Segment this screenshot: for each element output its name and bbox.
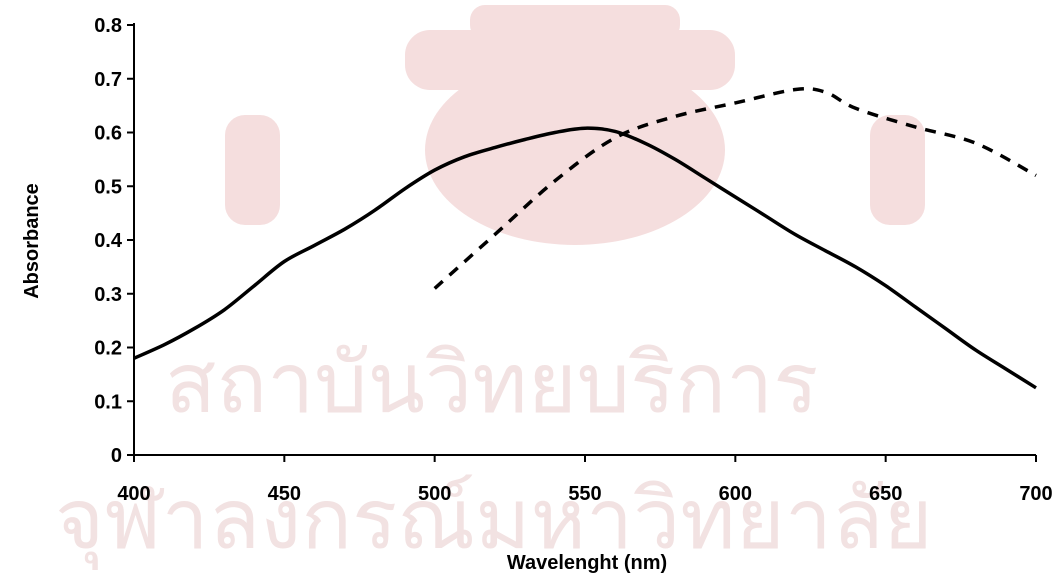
x-axis-title: Wavelenght (nm) (507, 552, 667, 574)
watermark-seal-right-wing (870, 115, 925, 225)
y-tick-label: 0.4 (94, 230, 123, 252)
x-tick-label: 700 (1019, 483, 1052, 505)
watermark: สถาบันวิทยบริการ จุฬาลงกรณ์มหาวิทยาลัย (55, 5, 933, 571)
watermark-seal-body (425, 55, 725, 245)
y-tick-label: 0.1 (94, 391, 122, 413)
y-tick-label: 0 (111, 445, 122, 467)
dashed-series-line (433, 86, 1037, 290)
y-axis-title: Absorbance (21, 183, 43, 299)
y-tick-label: 0.8 (94, 15, 122, 37)
x-tick-label: 400 (117, 483, 150, 505)
chart-series (133, 86, 1037, 390)
y-tick-label: 0.6 (94, 123, 122, 145)
watermark-text-line2: จุฬาลงกรณ์มหาวิทยาลัย (55, 470, 933, 571)
watermark-seal-top (470, 5, 680, 40)
y-tick-label: 0.3 (94, 284, 122, 306)
x-tick-label: 600 (719, 483, 752, 505)
x-tick-label: 650 (869, 483, 902, 505)
y-tick-label: 0.7 (94, 69, 122, 91)
chart-ticks: 0 0.1 0.2 0.3 0.4 0.5 0.6 0.7 0.8 400 450 500 550 600… (94, 15, 1053, 505)
watermark-seal-left-wing (225, 115, 280, 225)
x-tick-label: 550 (568, 483, 601, 505)
y-tick-label: 0.5 (94, 176, 122, 198)
y-tick-label: 0.2 (94, 338, 122, 360)
x-tick-label: 450 (268, 483, 301, 505)
solid-series-line (133, 126, 1037, 390)
watermark-text-line1: สถาบันวิทยบริการ (165, 334, 818, 432)
x-tick-label: 500 (418, 483, 451, 505)
watermark-seal (225, 5, 925, 245)
watermark-seal-crown (405, 30, 735, 90)
